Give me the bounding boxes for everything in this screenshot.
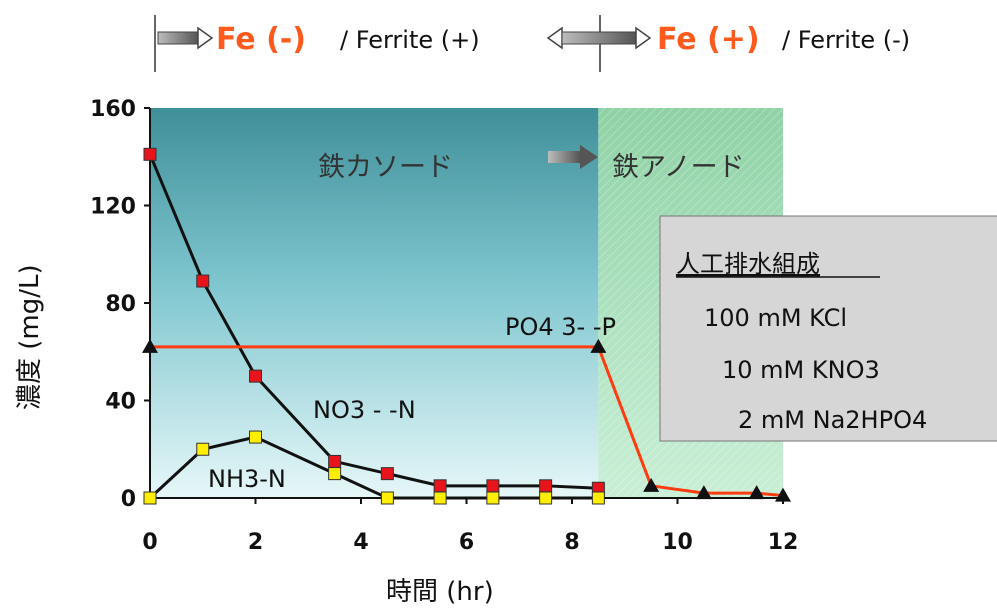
point-nh3-n — [196, 442, 210, 456]
composition-box: 人工排水組成 100 mM KCl 10 mM KNO3 2 mM Na2HPO… — [659, 215, 997, 442]
point-po4-p — [142, 338, 158, 353]
point-po4-p — [643, 477, 660, 492]
point-po4-p — [590, 338, 607, 353]
label-po4: PO4 3- -P — [505, 313, 616, 341]
header-left-fe: Fe (-) — [216, 22, 306, 57]
x-tick-label: 10 — [662, 530, 693, 555]
y-tick-label: 40 — [105, 390, 136, 415]
y-tick-label: 160 — [90, 97, 136, 122]
point-no3-n — [249, 369, 262, 383]
point-po4-p — [695, 485, 712, 500]
series-po4-p — [142, 338, 791, 502]
mode-header: Fe (-) / Ferrite (+) Fe (+) / Ferrite (-… — [154, 15, 910, 72]
composition-line-2: 10 mM KNO3 — [722, 356, 880, 384]
x-tick-label: 6 — [459, 530, 474, 555]
zone-label-anode: 鉄アノード — [612, 152, 745, 183]
series-layer — [142, 147, 791, 505]
point-no3-n — [539, 479, 553, 493]
header-right-rest: / Ferrite (-) — [782, 26, 910, 54]
series-nh3-n — [143, 430, 605, 505]
x-tick-label: 2 — [248, 530, 263, 555]
point-po4-p — [748, 485, 765, 500]
point-no3-n — [143, 147, 157, 161]
composition-title: 人工排水組成 — [676, 250, 820, 278]
y-axis-label: 濃度 (mg/L) — [15, 264, 45, 410]
label-nh3: NH3-N — [208, 465, 286, 493]
point-nh3-n — [380, 491, 394, 505]
point-no3-n — [196, 274, 210, 288]
x-axis-label: 時間 (hr) — [386, 577, 494, 607]
label-no3: NO3 - -N — [313, 396, 416, 424]
x-tick-label: 0 — [142, 530, 157, 555]
x-tick-label: 12 — [768, 530, 799, 555]
point-nh3-n — [249, 430, 262, 444]
y-tick-label: 0 — [121, 487, 136, 512]
cathode-zone-background — [150, 108, 599, 498]
point-no3-n — [328, 454, 342, 468]
axes: 0 40 80 120 160 0 2 4 6 8 10 12 — [90, 97, 798, 555]
point-po4-p — [775, 487, 791, 502]
point-nh3-n — [539, 491, 553, 505]
x-tick-label: 4 — [353, 530, 368, 555]
header-left-rest: / Ferrite (+) — [340, 26, 480, 54]
point-nh3-n — [143, 491, 157, 505]
header-right-fe: Fe (+) — [657, 22, 760, 57]
point-no3-n — [380, 467, 394, 481]
point-no3-n — [486, 479, 500, 493]
composition-line-1: 100 mM KCl — [704, 304, 847, 332]
composition-line-3: 2 mM Na2HPO4 — [738, 406, 927, 434]
point-nh3-n — [486, 491, 500, 505]
point-no3-n — [433, 479, 447, 493]
point-nh3-n — [591, 491, 605, 505]
point-nh3-n — [433, 491, 447, 505]
x-tick-label: 8 — [564, 530, 579, 555]
header-arrow-left — [157, 26, 214, 50]
zone-label-cathode: 鉄カソード — [318, 152, 453, 183]
y-tick-label: 120 — [90, 195, 136, 220]
point-nh3-n — [328, 467, 342, 481]
y-tick-label: 80 — [105, 292, 136, 317]
zone-switch-arrow — [548, 145, 598, 169]
header-arrow-middle — [546, 26, 652, 50]
